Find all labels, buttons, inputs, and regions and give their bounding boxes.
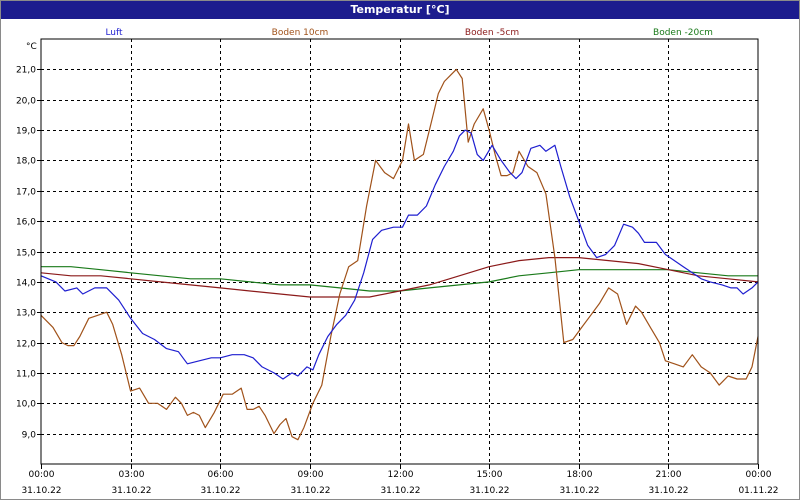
y-tick-label: 17,0 bbox=[16, 188, 36, 198]
y-tick-label: 18,0 bbox=[16, 157, 36, 167]
x-tick-date: 31.10.22 bbox=[469, 486, 509, 496]
x-axis: 00:00 31.10.22 03:00 31.10.22 06:00 31.10.22 0… bbox=[21, 464, 779, 496]
x-tick-date: 31.10.22 bbox=[648, 486, 688, 496]
series-line-boden-5cm bbox=[40, 257, 759, 298]
series-line-luft bbox=[40, 129, 759, 380]
x-tick-date: 31.10.22 bbox=[200, 486, 240, 496]
x-tick-time: 15:00 bbox=[477, 470, 503, 480]
x-tick-date: 31.10.22 bbox=[290, 486, 330, 496]
grid bbox=[41, 39, 758, 464]
y-tick-label: 11,0 bbox=[16, 370, 36, 380]
y-tick-label: 15,0 bbox=[16, 249, 36, 259]
y-tick-label: 19,0 bbox=[16, 127, 36, 137]
series-line-boden-20cm bbox=[41, 266, 758, 292]
x-tick-date: 31.10.22 bbox=[21, 486, 61, 496]
x-tick-time: 03:00 bbox=[119, 470, 145, 480]
y-tick-label: 13,0 bbox=[16, 309, 36, 319]
y-tick-label: 20,0 bbox=[16, 97, 36, 107]
series-line-boden-10cm bbox=[40, 68, 759, 441]
y-tick-label: 16,0 bbox=[16, 218, 36, 228]
x-tick-date: 31.10.22 bbox=[111, 486, 151, 496]
legend-item: Luft bbox=[105, 28, 123, 38]
x-tick-time: 00:00 bbox=[746, 470, 772, 480]
x-tick-date: 31.10.22 bbox=[559, 486, 599, 496]
x-tick-time: 18:00 bbox=[567, 470, 593, 480]
x-tick-time: 00:00 bbox=[29, 470, 55, 480]
legend: Luft Boden 10cm Boden -5cm Boden -20cm bbox=[105, 28, 713, 38]
x-tick-time: 06:00 bbox=[208, 470, 234, 480]
legend-item: Boden -5cm bbox=[465, 28, 519, 38]
y-tick-label: 21,0 bbox=[16, 66, 36, 76]
x-tick-time: 21:00 bbox=[656, 470, 682, 480]
x-tick-date: 31.10.22 bbox=[380, 486, 420, 496]
chart-title: Temperatur [°C] bbox=[1, 1, 799, 19]
y-tick-label: 12,0 bbox=[16, 340, 36, 350]
y-tick-label: 10,0 bbox=[16, 400, 36, 410]
series-layer bbox=[40, 68, 759, 441]
y-tick-label: 9,0 bbox=[22, 431, 37, 441]
x-tick-time: 12:00 bbox=[388, 470, 414, 480]
y-axis-unit: °C bbox=[26, 42, 37, 52]
legend-item: Boden 10cm bbox=[272, 28, 329, 38]
x-tick-date: 01.11.22 bbox=[738, 486, 778, 496]
x-tick-time: 09:00 bbox=[298, 470, 324, 480]
y-tick-label: 14,0 bbox=[16, 279, 36, 289]
plot-frame bbox=[40, 38, 759, 465]
y-axis: 9,0 10,0 11,0 12,0 13,0 14,0 15,0 16,0 17,0 18,0 1… bbox=[16, 42, 41, 441]
legend-item: Boden -20cm bbox=[653, 28, 713, 38]
